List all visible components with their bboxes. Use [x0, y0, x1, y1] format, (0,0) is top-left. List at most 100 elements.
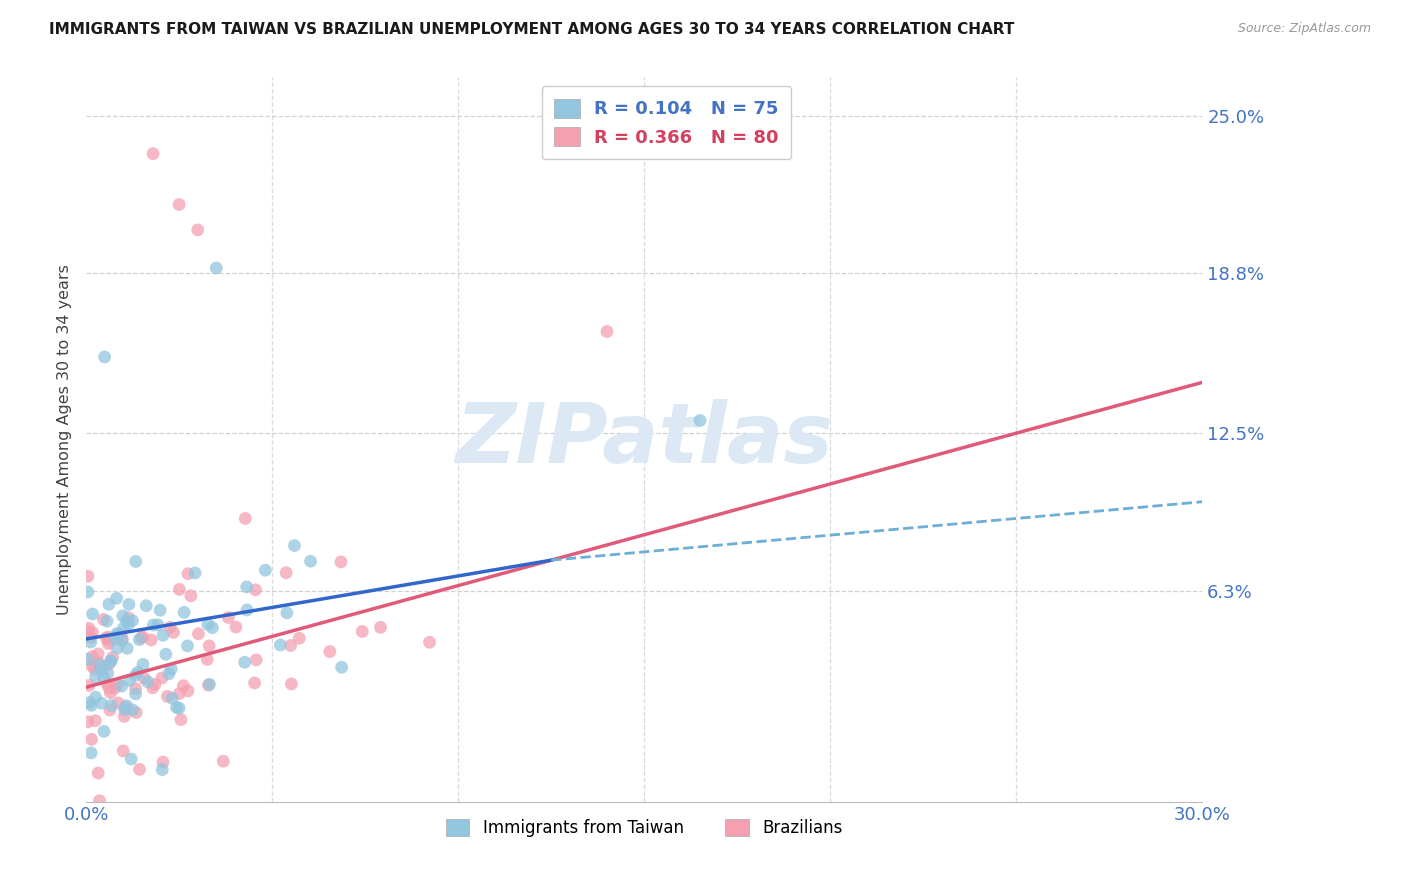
- Point: [100, 654, 122, 668]
- Point: [97, 637, 120, 651]
- Point: [97, 666, 120, 681]
- Point: [97, 630, 120, 644]
- Point: [93, 671, 115, 685]
- Point: [197, 678, 219, 692]
- Point: [111, 608, 134, 623]
- Point: [596, 325, 619, 339]
- Point: [132, 657, 155, 672]
- Point: [77, 714, 100, 729]
- Point: [107, 696, 129, 710]
- Point: [121, 703, 143, 717]
- Point: [180, 589, 202, 603]
- Point: [79, 635, 101, 649]
- Point: [283, 539, 305, 553]
- Point: [82, 607, 104, 621]
- Point: [128, 632, 150, 647]
- Point: [236, 603, 259, 617]
- Point: [143, 677, 166, 691]
- Point: [77, 569, 100, 583]
- Point: [136, 674, 159, 689]
- Point: [104, 681, 127, 695]
- Point: [176, 639, 198, 653]
- Point: [118, 673, 141, 688]
- Point: [93, 350, 115, 364]
- Point: [160, 662, 183, 676]
- Point: [90, 696, 112, 710]
- Point: [114, 702, 136, 716]
- Point: [93, 724, 115, 739]
- Point: [352, 624, 374, 639]
- Point: [235, 580, 257, 594]
- Point: [177, 683, 200, 698]
- Point: [80, 659, 103, 673]
- Point: [82, 649, 104, 664]
- Point: [125, 554, 148, 568]
- Point: [276, 566, 298, 580]
- Point: [170, 713, 193, 727]
- Point: [82, 625, 104, 640]
- Point: [243, 676, 266, 690]
- Point: [269, 638, 291, 652]
- Point: [105, 626, 128, 640]
- Point: [96, 631, 118, 645]
- Point: [299, 554, 322, 568]
- Point: [80, 698, 103, 713]
- Point: [146, 617, 169, 632]
- Point: [152, 628, 174, 642]
- Point: [129, 631, 152, 645]
- Point: [418, 635, 440, 649]
- Point: [131, 630, 153, 644]
- Point: [162, 625, 184, 640]
- Point: [150, 671, 173, 685]
- Point: [166, 700, 188, 714]
- Point: [280, 677, 302, 691]
- Point: [98, 681, 121, 695]
- Point: [115, 641, 138, 656]
- Point: [172, 679, 194, 693]
- Point: [101, 650, 124, 665]
- Point: [104, 632, 127, 646]
- Point: [159, 620, 181, 634]
- Point: [127, 665, 149, 680]
- Point: [125, 706, 148, 720]
- Point: [111, 633, 134, 648]
- Point: [125, 668, 148, 682]
- Point: [89, 657, 111, 672]
- Point: [150, 763, 173, 777]
- Point: [134, 671, 156, 685]
- Point: [84, 714, 107, 728]
- Point: [197, 617, 219, 632]
- Point: [98, 703, 121, 717]
- Point: [80, 746, 103, 760]
- Point: [117, 617, 139, 632]
- Point: [112, 622, 135, 636]
- Point: [233, 511, 256, 525]
- Point: [98, 686, 121, 700]
- Point: [139, 632, 162, 647]
- Point: [217, 610, 239, 624]
- Point: [198, 639, 221, 653]
- Point: [111, 679, 134, 693]
- Point: [142, 681, 165, 695]
- Point: [112, 709, 135, 723]
- Point: [93, 612, 115, 626]
- Point: [96, 677, 118, 691]
- Point: [105, 641, 128, 656]
- Point: [177, 566, 200, 581]
- Point: [212, 754, 235, 768]
- Point: [195, 652, 218, 666]
- Point: [254, 563, 277, 577]
- Point: [91, 663, 114, 677]
- Point: [330, 660, 353, 674]
- Text: ZIPatlas: ZIPatlas: [456, 399, 834, 480]
- Point: [107, 677, 129, 691]
- Point: [87, 766, 110, 780]
- Point: [157, 666, 180, 681]
- Point: [114, 700, 136, 714]
- Point: [160, 691, 183, 706]
- Point: [155, 647, 177, 661]
- Point: [245, 653, 267, 667]
- Point: [77, 652, 100, 666]
- Point: [124, 687, 146, 701]
- Point: [77, 624, 100, 639]
